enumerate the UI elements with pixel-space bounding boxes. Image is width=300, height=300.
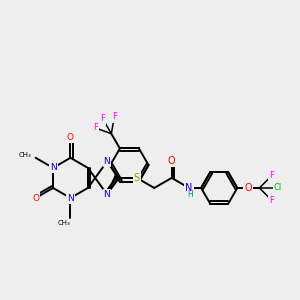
Text: O: O — [32, 194, 39, 202]
Text: N: N — [103, 157, 110, 166]
Text: F: F — [100, 115, 105, 124]
Text: F: F — [112, 112, 117, 122]
Text: CH₃: CH₃ — [58, 220, 70, 226]
Text: H: H — [188, 190, 193, 199]
Text: F: F — [269, 196, 274, 205]
Text: N: N — [185, 183, 193, 193]
Text: N: N — [50, 164, 56, 172]
Text: F: F — [269, 171, 274, 180]
Text: N: N — [67, 194, 74, 202]
Text: S: S — [134, 173, 140, 183]
Text: O: O — [168, 156, 176, 166]
Text: CH₃: CH₃ — [19, 152, 31, 158]
Text: Cl: Cl — [274, 184, 282, 193]
Text: O: O — [244, 183, 252, 193]
Text: F: F — [93, 123, 98, 132]
Text: O: O — [67, 133, 74, 142]
Text: N: N — [103, 190, 110, 199]
